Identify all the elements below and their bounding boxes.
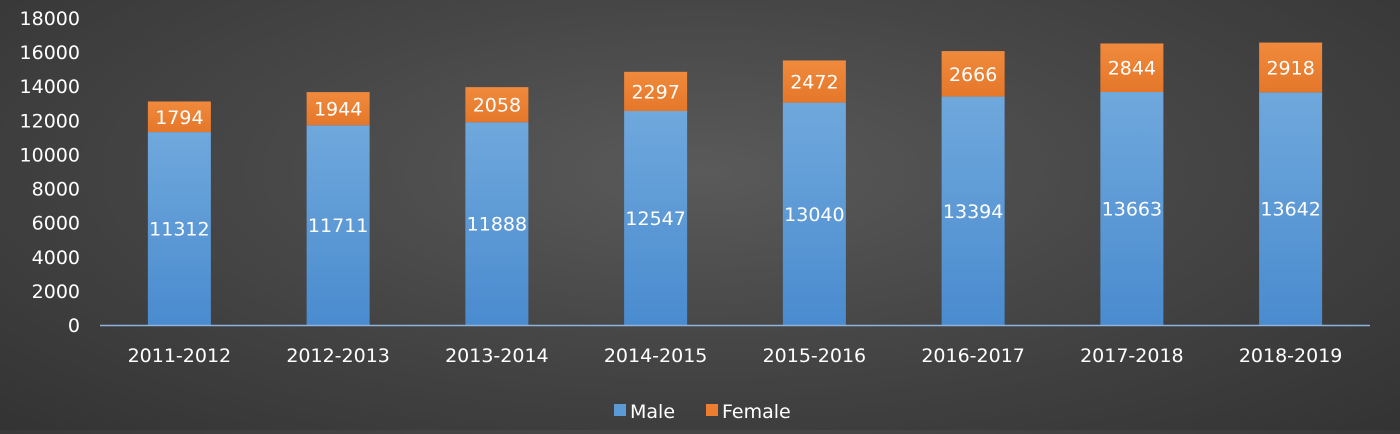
bar-male-2011-2012 xyxy=(147,132,211,325)
y-tick-label: 8000 xyxy=(32,179,80,201)
bar-male-2013-2014 xyxy=(465,122,529,325)
legend-swatch-male xyxy=(614,404,626,416)
legend-label-male: Male xyxy=(630,401,675,423)
bar-female-2014-2015 xyxy=(624,71,688,112)
y-tick-label: 4000 xyxy=(32,247,80,269)
bar-female-2013-2014 xyxy=(465,87,529,123)
y-tick-label: 2000 xyxy=(32,281,80,303)
bar-female-2017-2018 xyxy=(1100,43,1164,92)
legend-swatch-female xyxy=(706,404,718,416)
y-tick-label: 10000 xyxy=(20,144,80,166)
x-tick-label: 2017-2018 xyxy=(1080,345,1184,367)
x-tick-label: 2015-2016 xyxy=(763,345,867,367)
data-label-female: 2297 xyxy=(631,81,679,103)
data-label-male: 13642 xyxy=(1260,199,1320,221)
bar-male-2014-2015 xyxy=(624,111,688,326)
data-label-female: 1944 xyxy=(314,99,362,121)
y-axis: 0 2000 4000 6000 8000 10000 12000 14000 16000 180… xyxy=(20,8,80,337)
legend-label-female: Female xyxy=(722,401,791,423)
data-label-male: 11711 xyxy=(308,215,368,237)
data-label-female: 1794 xyxy=(155,107,203,129)
data-label-female: 2472 xyxy=(790,72,838,94)
x-tick-label: 2011-2012 xyxy=(128,345,232,367)
bar-male-2012-2013 xyxy=(306,125,370,325)
data-label-male: 11888 xyxy=(467,214,527,236)
x-axis: 2011-2012 2012-2013 2013-2014 2014-2015 2015… xyxy=(128,345,1343,367)
x-tick-label: 2013-2014 xyxy=(445,345,549,367)
data-label-male: 11312 xyxy=(149,219,209,241)
bar-female-2015-2016 xyxy=(782,60,846,103)
y-tick-label: 0 xyxy=(68,315,80,337)
data-label-female: 2666 xyxy=(949,64,997,86)
data-label-female: 2058 xyxy=(473,95,521,117)
data-label-male: 13040 xyxy=(784,204,844,226)
bar-female-2012-2013 xyxy=(306,92,370,126)
x-tick-label: 2016-2017 xyxy=(921,345,1025,367)
x-tick-label: 2014-2015 xyxy=(604,345,708,367)
data-label-male: 13663 xyxy=(1102,198,1162,220)
bar-male-2015-2016 xyxy=(782,102,846,326)
y-tick-label: 6000 xyxy=(32,213,80,235)
data-label-female: 2918 xyxy=(1266,57,1314,79)
bar-male-2017-2018 xyxy=(1100,91,1164,326)
y-tick-label: 16000 xyxy=(20,42,80,64)
bar-male-2018-2019 xyxy=(1259,92,1323,325)
legend: Male Female xyxy=(614,401,791,423)
data-label-female: 2844 xyxy=(1108,58,1156,80)
bar-female-2011-2012 xyxy=(147,101,211,133)
x-tick-label: 2018-2019 xyxy=(1239,345,1343,367)
y-tick-label: 12000 xyxy=(20,110,80,132)
data-label-male: 13394 xyxy=(943,201,1003,223)
y-tick-label: 18000 xyxy=(20,8,80,30)
bar-male-2016-2017 xyxy=(941,96,1005,325)
bars-layer: 11312 1794 11711 1944 11888 2058 12547 2297 1304… xyxy=(147,42,1323,326)
bar-female-2018-2019 xyxy=(1259,42,1323,93)
y-tick-label: 14000 xyxy=(20,76,80,98)
x-tick-label: 2012-2013 xyxy=(286,345,390,367)
data-label-male: 12547 xyxy=(625,208,685,230)
bar-female-2016-2017 xyxy=(941,51,1005,97)
